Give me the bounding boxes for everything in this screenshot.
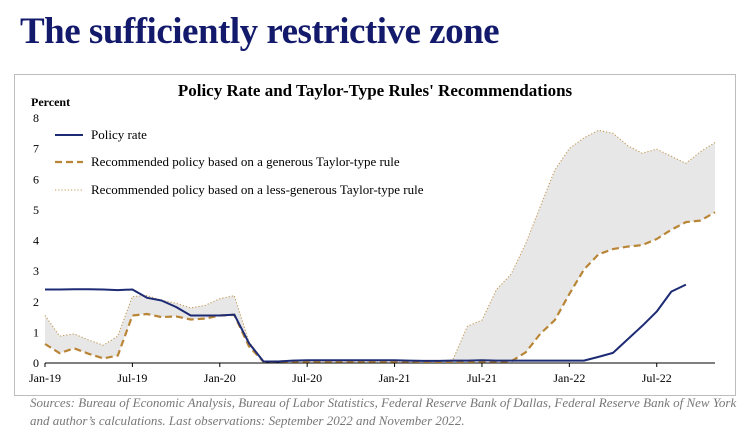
x-tick-label: Jan-19 [29, 371, 61, 385]
y-tick-label: 8 [33, 111, 39, 125]
x-tick-label: Jan-22 [553, 371, 585, 385]
x-tick-label: Jul-22 [642, 371, 672, 385]
y-tick-label: 6 [33, 172, 39, 186]
legend-label: Recommended policy based on a less-gener… [91, 182, 424, 197]
y-tick-label: 5 [33, 203, 39, 217]
line-chart: Percent 0 1 2 3 4 5 6 7 8 Jan-19 Jul-19 Jan-20 Jul-20… [29, 95, 716, 385]
y-tick-label: 0 [33, 356, 39, 370]
series-line-solid [45, 283, 687, 363]
y-tick-label: 4 [33, 234, 39, 248]
x-tick-label: Jan-21 [379, 371, 411, 385]
x-tick-label: Jul-20 [292, 371, 322, 385]
source-note: Sources: Bureau of Economic Analysis, Bu… [30, 395, 737, 428]
y-tick-label: 1 [33, 325, 39, 339]
chart-title: Policy Rate and Taylor-Type Rules' Recom… [177, 81, 573, 100]
legend-label: Policy rate [91, 127, 147, 142]
page-title: The sufficiently restrictive zone [20, 11, 500, 52]
shaded-band [45, 130, 715, 362]
series-line-dashed [44, 211, 716, 363]
y-tick-label: 2 [33, 295, 39, 309]
chart-frame: Policy Rate and Taylor-Type Rules' Recom… [14, 74, 736, 396]
y-tick-label: 3 [33, 264, 39, 278]
legend-label: Recommended policy based on a generous T… [91, 154, 400, 169]
x-tick-label: Jul-19 [117, 371, 147, 385]
x-tick-label: Jul-21 [467, 371, 497, 385]
x-tick-label: Jan-20 [204, 371, 236, 385]
y-axis-label: Percent [31, 95, 70, 109]
y-tick-label: 7 [33, 142, 39, 156]
